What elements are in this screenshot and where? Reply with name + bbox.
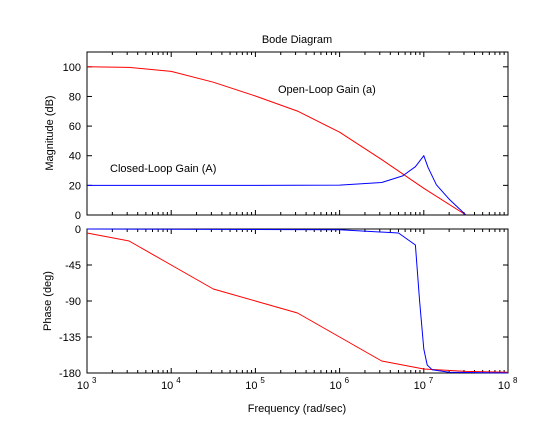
magnitude-series-line-2 [87, 155, 467, 216]
magnitude-axis-ticks: 0 20 40 60 80 100 [63, 52, 509, 222]
x-tick-label: 10 [77, 380, 89, 392]
x-tick-label: 10 [161, 380, 173, 392]
x-tick-exponent: 5 [260, 376, 265, 385]
x-axis-label: Frequency (rad/sec) [248, 403, 346, 415]
magnitude-series-line-1 [86, 66, 467, 216]
magnitude-y-tick-label: 20 [69, 180, 81, 192]
magnitude-y-axis-label: Magnitude (dB) [44, 95, 56, 170]
phase-series-line-2 [86, 228, 509, 374]
phase-series-line-1 [86, 232, 509, 373]
phase-y-tick-label: -45 [65, 260, 81, 272]
x-tick-exponent: 4 [176, 376, 181, 385]
magnitude-y-tick-label: 40 [69, 151, 81, 163]
magnitude-y-tick-label: 80 [69, 91, 81, 103]
x-tick-exponent: 6 [345, 376, 350, 385]
x-tick-label: 10 [245, 380, 257, 392]
x-tick-exponent: 7 [429, 376, 434, 385]
x-tick-label: 10 [414, 380, 426, 392]
chart-title: Bode Diagram [262, 34, 332, 46]
phase-y-tick-label: -135 [59, 332, 81, 344]
magnitude-y-tick-label: 60 [69, 121, 81, 133]
magnitude-series [86, 66, 467, 216]
phase-plot-area [86, 228, 509, 374]
phase-series [86, 228, 509, 374]
magnitude-plot-area [86, 51, 509, 216]
x-tick-exponent: 3 [92, 376, 97, 385]
phase-y-tick-label: -90 [65, 296, 81, 308]
phase-y-tick-label: -180 [59, 368, 81, 380]
x-tick-label: 10 [498, 380, 510, 392]
x-tick-exponent: 8 [513, 376, 518, 385]
phase-y-axis-label: Phase (deg) [42, 271, 54, 331]
annotation-closed-loop-gain: Closed-Loop Gain (A) [110, 163, 216, 175]
annotation-open-loop-gain: Open-Loop Gain (a) [278, 84, 376, 96]
magnitude-y-tick-label: 100 [63, 62, 81, 74]
magnitude-y-tick-label: 0 [75, 210, 81, 222]
x-tick-label: 10 [329, 380, 341, 392]
phase-y-tick-label: 0 [75, 224, 81, 236]
